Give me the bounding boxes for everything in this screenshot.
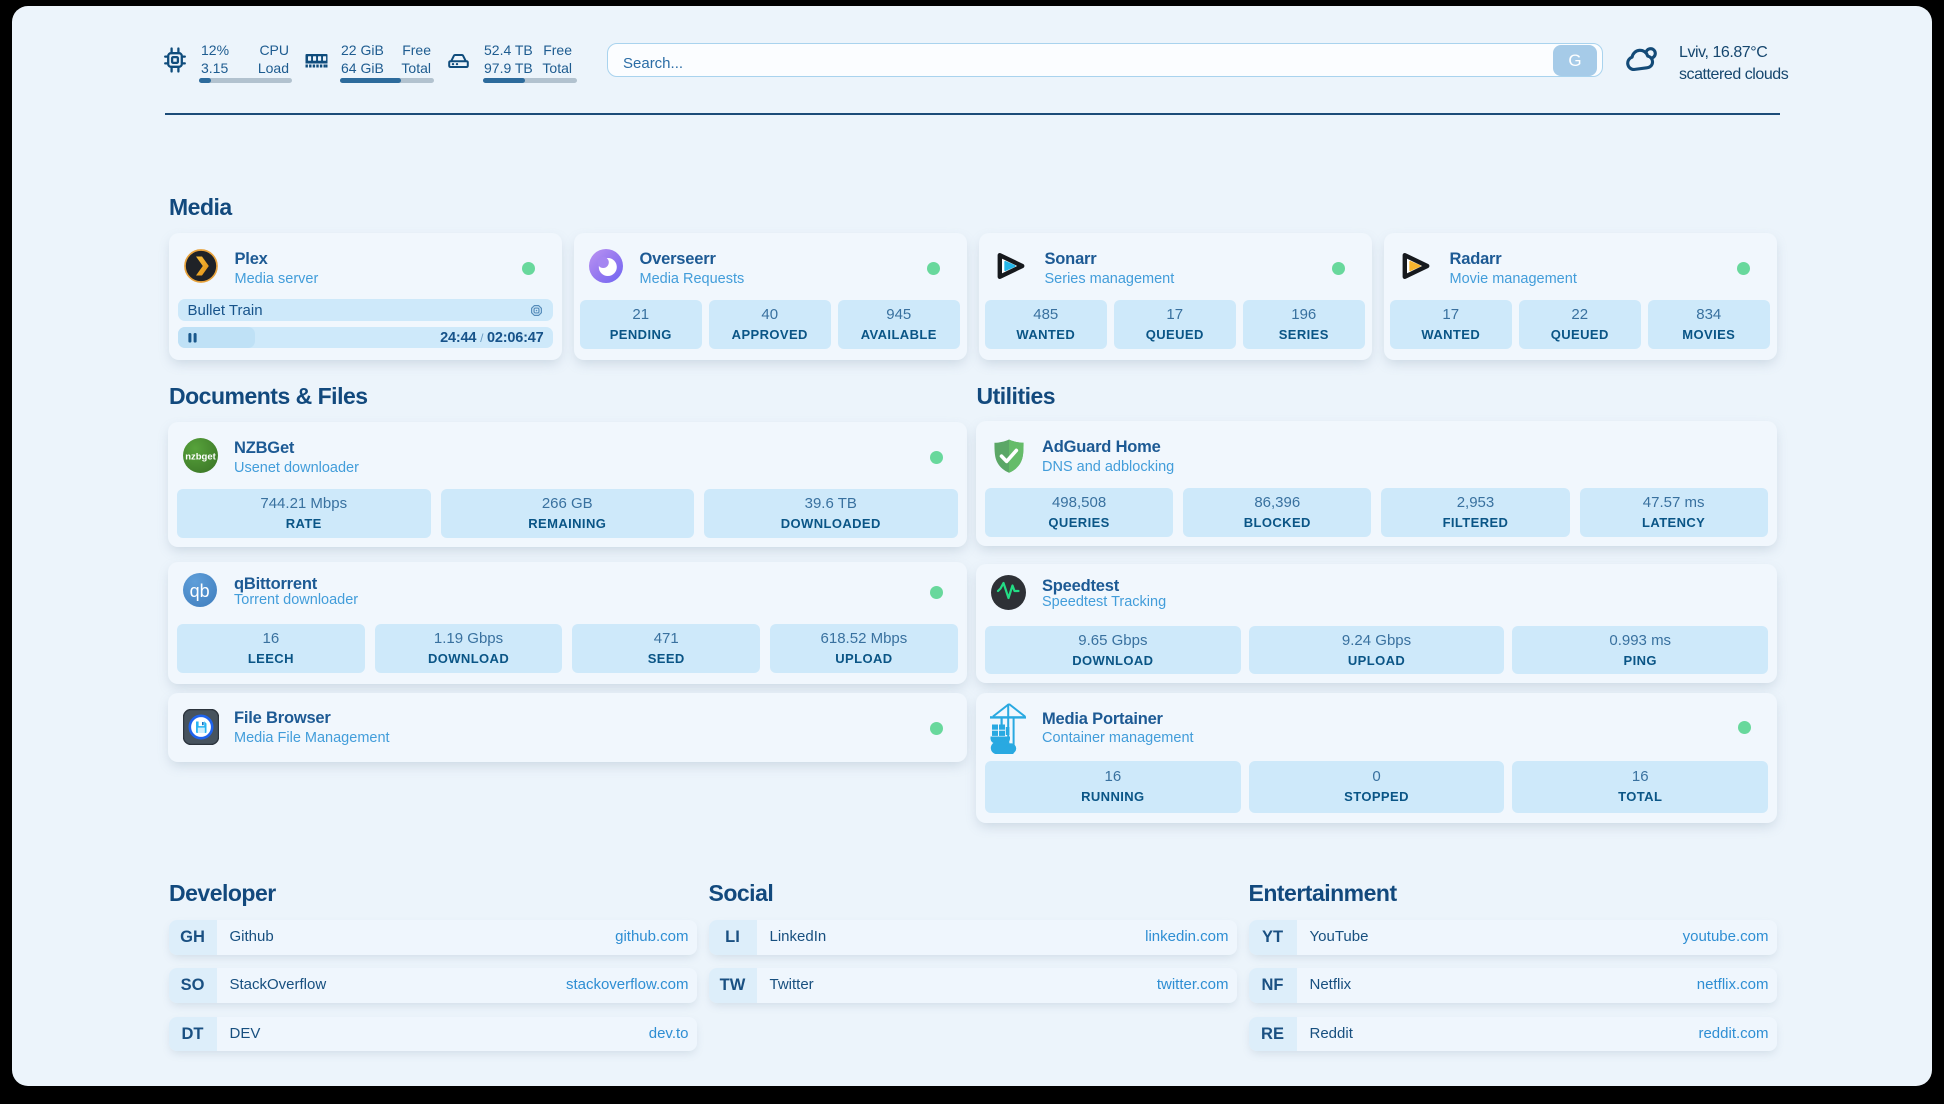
svg-text:qb: qb (190, 581, 210, 601)
svg-text:nzbget: nzbget (185, 451, 216, 462)
